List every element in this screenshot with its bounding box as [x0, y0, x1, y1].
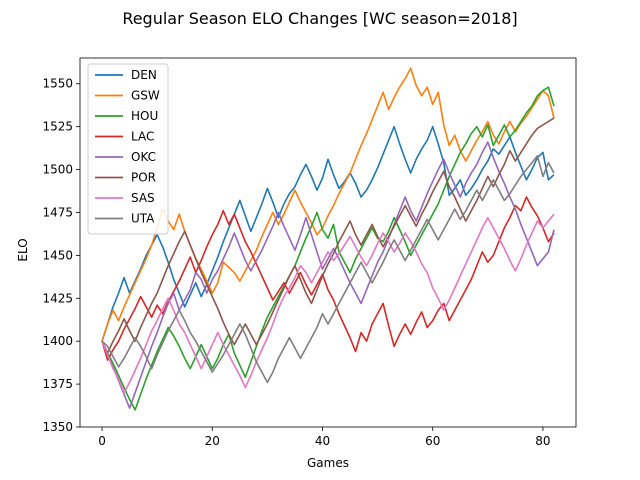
legend-label-okc: OKC	[131, 150, 156, 164]
series-line-okc	[101, 141, 555, 409]
legend-label-sas: SAS	[131, 191, 155, 205]
y-tick-label: 1400	[42, 334, 73, 348]
chart-title: Regular Season ELO Changes [WC season=20…	[122, 9, 517, 28]
x-axis-label: Games	[307, 456, 349, 470]
plot-frame	[79, 57, 577, 428]
series-line-lac	[101, 196, 555, 361]
y-axis-ticks: 1350 1375 1400 1425 1450 1475 1500 1525 1550	[42, 77, 80, 434]
y-tick-label: 1550	[42, 77, 73, 91]
x-tick-label: 0	[98, 434, 106, 448]
plot-lines	[101, 67, 555, 411]
legend-label-hou: HOU	[131, 109, 158, 123]
legend-box	[87, 63, 169, 235]
series-line-uta	[101, 155, 555, 384]
x-axis-ticks: 0 20 40 60 80	[98, 427, 551, 448]
legend-label-uta: UTA	[131, 212, 155, 226]
series-line-den	[101, 125, 555, 342]
y-tick-label: 1375	[42, 377, 73, 391]
series-line-gsw	[101, 67, 555, 342]
y-tick-label: 1525	[42, 120, 73, 134]
y-tick-label: 1425	[42, 291, 73, 305]
legend: DEN GSW HOU LAC OKC POR SAS UTA	[87, 63, 169, 235]
series-line-hou	[101, 86, 555, 411]
x-tick-label: 60	[425, 434, 440, 448]
y-tick-label: 1475	[42, 205, 73, 219]
legend-label-lac: LAC	[131, 130, 154, 144]
legend-label-por: POR	[131, 171, 156, 185]
legend-label-gsw: GSW	[131, 89, 160, 103]
x-tick-label: 40	[315, 434, 330, 448]
y-tick-label: 1450	[42, 248, 73, 262]
y-tick-label: 1500	[42, 163, 73, 177]
y-tick-label: 1350	[42, 420, 73, 434]
y-axis-label: ELO	[16, 238, 30, 261]
x-tick-label: 20	[205, 434, 220, 448]
series-line-por	[101, 117, 555, 355]
legend-label-den: DEN	[131, 68, 157, 82]
series-line-sas	[101, 213, 555, 394]
x-tick-label: 80	[535, 434, 550, 448]
